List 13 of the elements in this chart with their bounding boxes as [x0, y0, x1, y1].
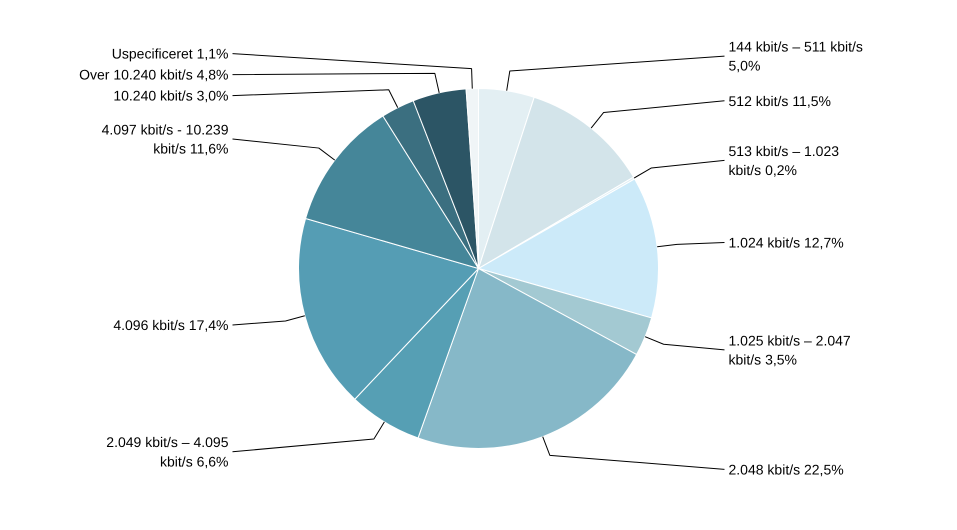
data-label: 5,0%	[728, 58, 760, 74]
slice-label: 10.240 kbit/s 3,0%	[113, 88, 228, 104]
slice-label: 512 kbit/s 11,5%	[728, 92, 831, 109]
slice-label: 2.048 kbit/s 22,5%	[728, 461, 844, 478]
slice-label: 4.097 kbit/s - 10.239 kbit/s 11,6%	[102, 121, 229, 157]
slice-label: 513 kbit/s – 1.023 kbit/s 0,2%	[728, 142, 840, 178]
slice-label: 4.096 kbit/s 17,4%	[113, 316, 228, 333]
slice-label: 1.025 kbit/s – 2.047 kbit/s 3,5%	[728, 332, 851, 368]
slice-label: 2.049 kbit/s – 4.095 kbit/s 6,6%	[106, 434, 229, 470]
slice-label: Over 10.240 kbit/s 4,8%	[79, 66, 229, 83]
slice-label: 144 kbit/s – 511 kbit/s	[728, 38, 863, 55]
slice-label: Uspecificeret 1,1%	[112, 46, 228, 62]
slice-label: 1.024 kbit/s 12,7%	[728, 234, 844, 251]
